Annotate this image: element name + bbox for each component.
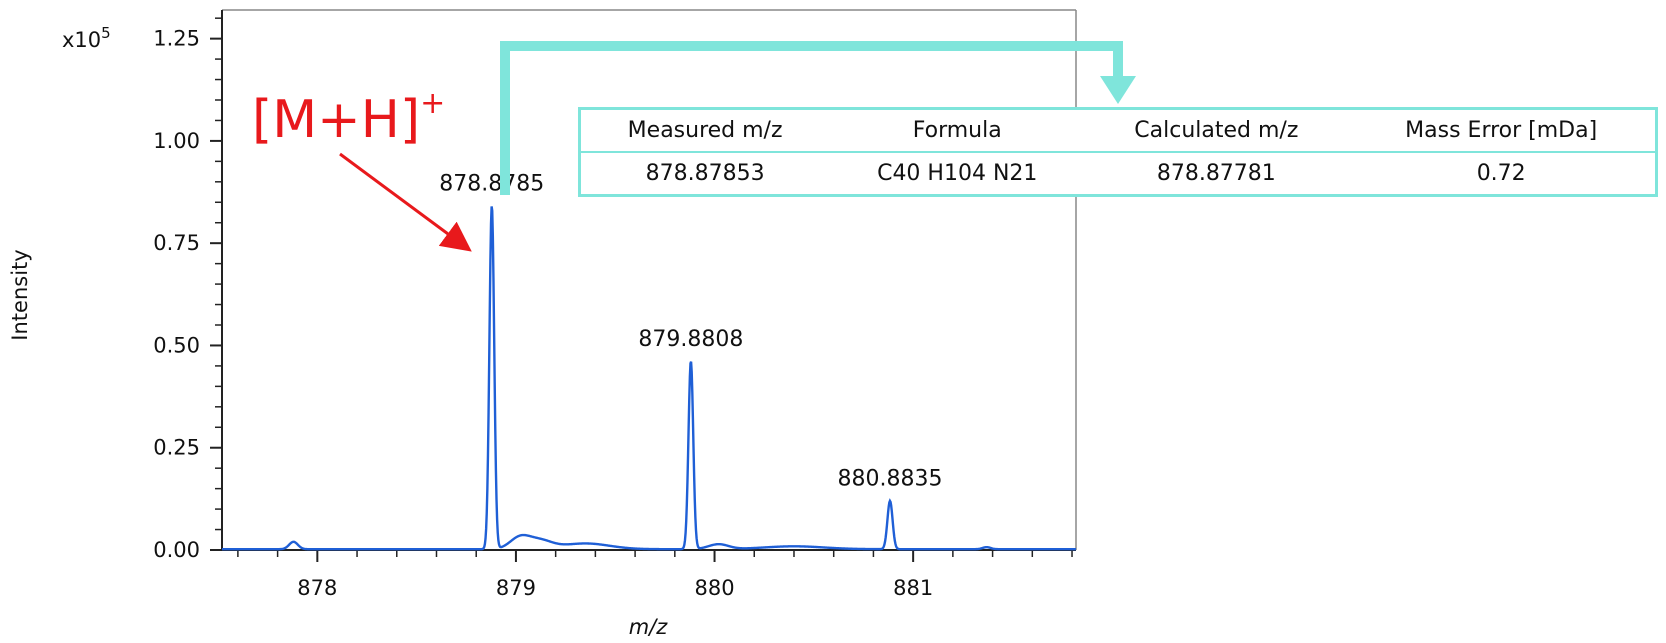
- connector-arrow-head: [1100, 76, 1136, 104]
- header-measured: Measured m/z: [579, 108, 830, 153]
- result-table-header: Measured m/z Formula Calculated m/z Mass…: [579, 108, 1657, 153]
- peak-label: 878.8785: [439, 171, 544, 196]
- y-tick-label: 1.00: [153, 129, 200, 153]
- x-tick-label: 880: [694, 576, 734, 600]
- header-mass-error: Mass Error [mDa]: [1347, 108, 1657, 153]
- y-tick-label: 1.25: [153, 27, 200, 51]
- y-tick-label: 0.50: [153, 333, 200, 357]
- x-tick-label: 878: [297, 576, 337, 600]
- peak-label: 879.8808: [638, 327, 743, 352]
- cell-measured: 878.87853: [645, 161, 765, 186]
- cell-formula: C40 H104 N21: [877, 161, 1038, 186]
- x-axis-title: m/z: [629, 615, 669, 639]
- y-tick-label: 0.00: [153, 538, 200, 562]
- header-calculated: Calculated m/z: [1085, 108, 1348, 153]
- header-formula: Formula: [829, 108, 1086, 153]
- cell-calculated: 878.87781: [1156, 161, 1276, 186]
- cell-mass-error: 0.72: [1476, 161, 1526, 186]
- peak-label: 880.8835: [838, 467, 943, 492]
- ion-label: [M+H]+: [252, 86, 445, 150]
- connector-arrow: [500, 41, 1123, 195]
- spectrum-line: [222, 206, 1076, 551]
- y-axis-title: Intensity: [8, 249, 32, 340]
- x-tick-label: 881: [893, 576, 933, 600]
- y-tick-label: 0.75: [153, 231, 200, 255]
- result-table: Measured m/z Formula Calculated m/z Mass…: [578, 107, 1658, 197]
- table-row: 878.87853 C40 H104 N21 878.87781 0.72: [580, 152, 1657, 196]
- ion-arrow: [339, 152, 472, 252]
- x-tick-label: 879: [496, 576, 536, 600]
- y-tick-label: 0.25: [153, 436, 200, 460]
- y-multiplier: x105: [62, 24, 111, 52]
